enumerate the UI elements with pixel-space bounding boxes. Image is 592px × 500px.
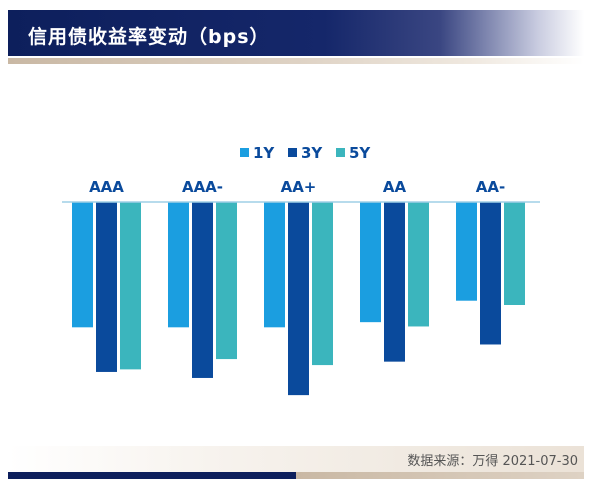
bar-aaa-minus-3y (192, 202, 213, 378)
category-label: AAA (89, 178, 124, 196)
legend-label-1y: 1Y (253, 144, 275, 162)
category-label: AA- (476, 178, 505, 196)
legend-swatch-5y (336, 148, 345, 157)
bar-aaa-3y (96, 202, 117, 372)
legend-swatch-1y (240, 148, 249, 157)
bar-aa-minus-1y (456, 202, 477, 301)
bar-aaa-1y (72, 202, 93, 328)
legend-label-3y: 3Y (301, 144, 323, 162)
bar-aa-3y (384, 202, 405, 362)
bar-aaa-minus-1y (168, 202, 189, 328)
category-label: AA (383, 178, 407, 196)
footer-band (8, 446, 584, 472)
bar-aa-plus-1y (264, 202, 285, 328)
bar-aa-1y (360, 202, 381, 323)
bar-aa-plus-3y (288, 202, 309, 396)
page-title: 信用债收益率变动（bps） (28, 26, 270, 48)
source-note: 数据来源：万得 2021-07-30 (407, 454, 578, 469)
bar-aa-minus-5y (504, 202, 525, 305)
bar-aa-plus-5y (312, 202, 333, 366)
legend-swatch-3y (288, 148, 297, 157)
footer-line (8, 472, 584, 479)
bar-chart: AAA AAA- AA+ AA AA- 1Y 3Y 5Y (62, 144, 540, 396)
bar-aaa-minus-5y (216, 202, 237, 360)
header-bar: 信用债收益率变动（bps） (8, 10, 584, 56)
bar-aa-minus-3y (480, 202, 501, 345)
legend-label-5y: 5Y (349, 144, 371, 162)
category-label: AA+ (281, 178, 317, 196)
bar-aaa-5y (120, 202, 141, 370)
header-underline (8, 58, 584, 64)
category-label: AAA- (182, 178, 223, 196)
bar-aa-5y (408, 202, 429, 327)
